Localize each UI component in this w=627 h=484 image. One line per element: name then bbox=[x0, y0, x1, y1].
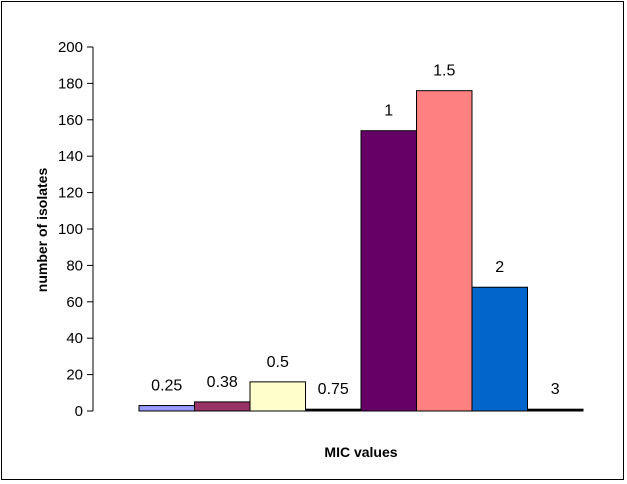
bar-0.25 bbox=[138, 405, 195, 412]
bars bbox=[138, 90, 584, 412]
bar-0.38 bbox=[194, 401, 251, 412]
data-label: 2 bbox=[495, 259, 504, 276]
y-tick-label: 0 bbox=[75, 403, 83, 420]
bar-0.5 bbox=[249, 381, 306, 412]
data-label: 0.75 bbox=[318, 381, 349, 398]
y-tick-label: 20 bbox=[66, 367, 83, 384]
data-label: 0.5 bbox=[267, 354, 289, 371]
bar-1.5 bbox=[416, 90, 473, 412]
bar-2 bbox=[471, 286, 528, 412]
x-axis-title: MIC values bbox=[324, 444, 397, 460]
data-labels: 0.25 0.38 0.5 0.75 1 1.5 2 3 bbox=[151, 63, 560, 398]
data-label: 1 bbox=[384, 103, 393, 120]
y-tick-label: 180 bbox=[58, 75, 83, 92]
bar-1 bbox=[360, 130, 417, 412]
y-axis-title: number of isolates bbox=[34, 168, 50, 293]
y-axis: 0 20 40 60 80 100 120 140 160 180 200 bbox=[58, 39, 94, 420]
data-label: 1.5 bbox=[433, 63, 455, 80]
y-tick-label: 100 bbox=[58, 221, 83, 238]
y-tick-label: 80 bbox=[66, 257, 83, 274]
data-label: 0.25 bbox=[151, 378, 182, 395]
y-tick-label: 60 bbox=[66, 294, 83, 311]
y-tick-label: 140 bbox=[58, 148, 83, 165]
y-tick-label: 120 bbox=[58, 185, 83, 202]
y-tick-label: 160 bbox=[58, 112, 83, 129]
data-label: 3 bbox=[551, 381, 560, 398]
bar-3 bbox=[527, 408, 584, 412]
data-label: 0.38 bbox=[207, 374, 238, 391]
y-tick-label: 40 bbox=[66, 330, 83, 347]
bar-0.75 bbox=[305, 408, 362, 412]
y-tick-label: 200 bbox=[58, 39, 83, 56]
